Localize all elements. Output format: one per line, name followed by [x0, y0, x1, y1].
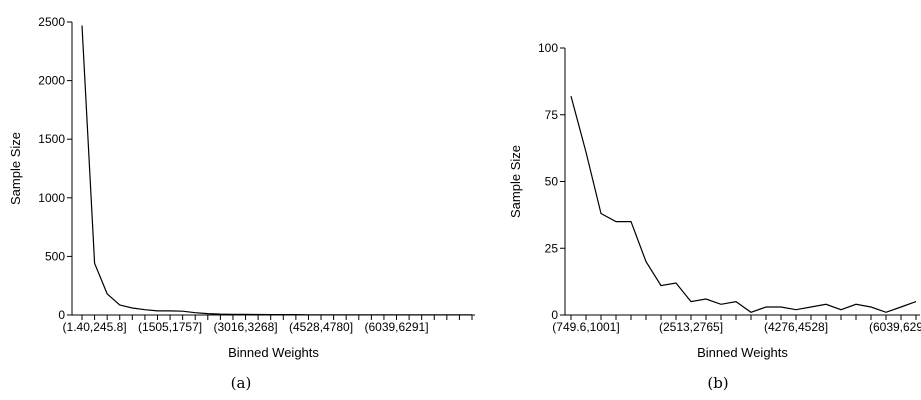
y-tick-label: 1000: [38, 191, 65, 205]
x-tick-label: (6039,6291]: [869, 320, 921, 334]
x-tick-label: (749.6,1001]: [552, 320, 619, 334]
y-tick-label: 1500: [38, 132, 65, 146]
x-tick-label: (6039,6291]: [364, 320, 428, 334]
y-axis-title: Sample Size: [508, 145, 523, 218]
x-axis-title: Binned Weights: [228, 345, 319, 360]
y-tick-label: 0: [58, 308, 65, 322]
y-tick-label: 100: [538, 41, 558, 55]
y-tick-label: 500: [45, 249, 65, 263]
y-tick-label: 2000: [38, 74, 65, 88]
x-axis-title: Binned Weights: [697, 345, 788, 360]
series-line: [570, 95, 917, 313]
panel-caption: (a): [231, 374, 252, 392]
y-tick-label: 75: [545, 108, 559, 122]
panel-caption: (b): [707, 374, 728, 392]
chart-panel-b: 0 25 50 75 100 (749.6,1001] (2513,2765] (4276,4…: [508, 41, 921, 392]
y-tick-label: 50: [545, 175, 559, 189]
chart-panel-a: 0 500 1000 1500 2000 2500 (1.40,245.8] (1505,17…: [8, 15, 475, 392]
x-tick-label: (2513,2765]: [659, 320, 723, 334]
y-tick-label: 2500: [38, 15, 65, 29]
x-tick-label: (1.40,245.8]: [63, 320, 127, 334]
x-tick-label: (4276,4528]: [764, 320, 828, 334]
y-axis-title: Sample Size: [8, 132, 23, 205]
x-tick-label: (4528,4780]: [289, 320, 353, 334]
y-tick-label: 0: [551, 308, 558, 322]
series-line: [81, 25, 472, 316]
x-tick-label: (1505,1757]: [138, 320, 202, 334]
y-tick-label: 25: [545, 241, 559, 255]
x-tick-label: (3016,3268]: [214, 320, 278, 334]
